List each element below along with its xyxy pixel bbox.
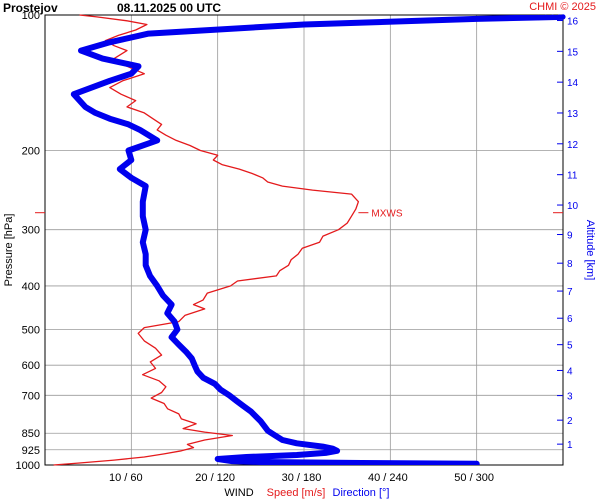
direction-point — [329, 21, 335, 27]
direction-tick-label: 180 — [303, 472, 321, 484]
direction-point — [301, 21, 307, 28]
direction-point — [515, 15, 521, 21]
chart-title-datetime: 08.11.2025 00 UTC — [117, 1, 221, 15]
wind-tick-label: 30 /180 — [282, 472, 322, 484]
direction-point — [282, 23, 288, 29]
direction-point — [529, 15, 535, 21]
direction-point — [315, 21, 321, 27]
altitude-tick-label: 4 — [567, 366, 573, 377]
pressure-tick-label: 200 — [22, 145, 40, 157]
speed-axis-title: Speed [m/s] — [267, 487, 326, 499]
direction-point — [453, 17, 459, 23]
altitude-tick-label: 13 — [567, 109, 579, 120]
direction-series-line — [70, 15, 563, 465]
altitude-tick-label: 9 — [567, 231, 573, 242]
pressure-tick-label: 925 — [22, 445, 40, 457]
direction-tick-label: 60 — [130, 472, 142, 484]
altitude-tick-label: 3 — [567, 392, 573, 403]
direction-point — [342, 20, 348, 26]
pressure-tick-label: 1000 — [16, 460, 40, 472]
altitude-tick-label: 12 — [567, 140, 579, 151]
direction-tick-label: 300 — [476, 472, 494, 484]
direction-point — [467, 16, 473, 22]
altitude-tick-label: 5 — [567, 341, 573, 352]
speed-tick-label: 40 / — [368, 472, 387, 484]
direction-point — [146, 30, 152, 37]
direction-point — [208, 27, 214, 33]
chart-title-station: Prostejov — [3, 1, 58, 15]
direction-point — [501, 15, 507, 21]
altitude-tick-label: 7 — [567, 287, 573, 298]
altitude-tick-label: 10 — [567, 201, 579, 212]
speed-tick-label: 50 / — [454, 472, 473, 484]
altitude-tick-label: 6 — [567, 314, 573, 325]
direction-tick-label: 240 — [389, 472, 407, 484]
direction-point — [425, 17, 431, 24]
altitude-tick-label: 8 — [567, 259, 573, 270]
grid — [45, 15, 563, 465]
direction-point — [474, 16, 480, 22]
direction-point — [522, 15, 528, 21]
direction-point — [195, 28, 201, 34]
direction-point — [158, 30, 164, 36]
altitude-tick-label: 2 — [567, 416, 573, 427]
direction-point — [356, 20, 362, 26]
pressure-tick-label: 400 — [22, 281, 40, 293]
speed-series-line — [53, 14, 360, 466]
direction-point — [384, 19, 390, 25]
direction-axis-title: Direction [°] — [333, 487, 390, 499]
mxws-label: MXWS — [371, 209, 402, 220]
direction-point — [245, 25, 251, 31]
altitude-tick-label: 16 — [567, 17, 579, 28]
direction-point — [220, 26, 226, 32]
altitude-tick-label: 11 — [567, 171, 578, 182]
pressure-tick-label: 300 — [22, 225, 40, 237]
direction-point — [257, 24, 264, 30]
direction-point — [508, 15, 514, 21]
direction-point — [183, 28, 189, 35]
speed-tick-label: 20 / — [195, 472, 214, 484]
wind-tick-label: 20 /120 — [195, 472, 235, 484]
curves — [53, 14, 566, 466]
direction-point — [411, 18, 418, 24]
pressure-tick-label: 850 — [22, 428, 40, 440]
direction-tick-label: 120 — [217, 472, 235, 484]
direction-point — [170, 29, 177, 35]
direction-point — [295, 22, 301, 28]
wind-tick-label: 10 /60 — [109, 472, 143, 484]
direction-point — [543, 14, 549, 20]
direction-point — [481, 16, 487, 22]
pressure-tick-label: 600 — [22, 360, 40, 372]
wind-axis-title: WIND — [224, 487, 253, 499]
pressure-tick-label: 700 — [22, 390, 40, 402]
pressure-tick-label: 100 — [22, 10, 40, 22]
direction-point — [233, 26, 239, 32]
direction-point — [536, 14, 542, 21]
pressure-tick-label: 500 — [22, 325, 40, 337]
altitude-tick-label: 14 — [567, 78, 579, 89]
direction-point — [550, 14, 556, 20]
mxws-annotation: MXWS — [35, 209, 563, 220]
credit-label: CHMI © 2025 — [529, 1, 596, 13]
altitude-tick-label: 1 — [567, 440, 573, 451]
direction-point — [560, 14, 566, 20]
wind-tick-label: 50 /300 — [454, 472, 494, 484]
altitude-tick-label: 15 — [567, 47, 579, 58]
pressure-axis-title: Pressure [hPa] — [3, 214, 15, 287]
wind-tick-label: 40 /240 — [368, 472, 408, 484]
direction-point — [398, 18, 404, 24]
altitude-axis-title: Altitude [km] — [584, 220, 596, 281]
direction-point — [494, 15, 500, 21]
direction-point — [270, 23, 276, 29]
direction-point — [487, 16, 494, 22]
wind-axis: 10 /60 20 /120 30 /180 40 /240 50 /300 — [109, 472, 494, 484]
direction-point — [370, 19, 376, 25]
pressure-axis: 100 200 300 400 500 600 700 850 925 1000 — [16, 10, 40, 472]
speed-tick-label: 10 / — [109, 472, 128, 484]
direction-point — [439, 17, 445, 23]
speed-tick-label: 30 / — [282, 472, 301, 484]
